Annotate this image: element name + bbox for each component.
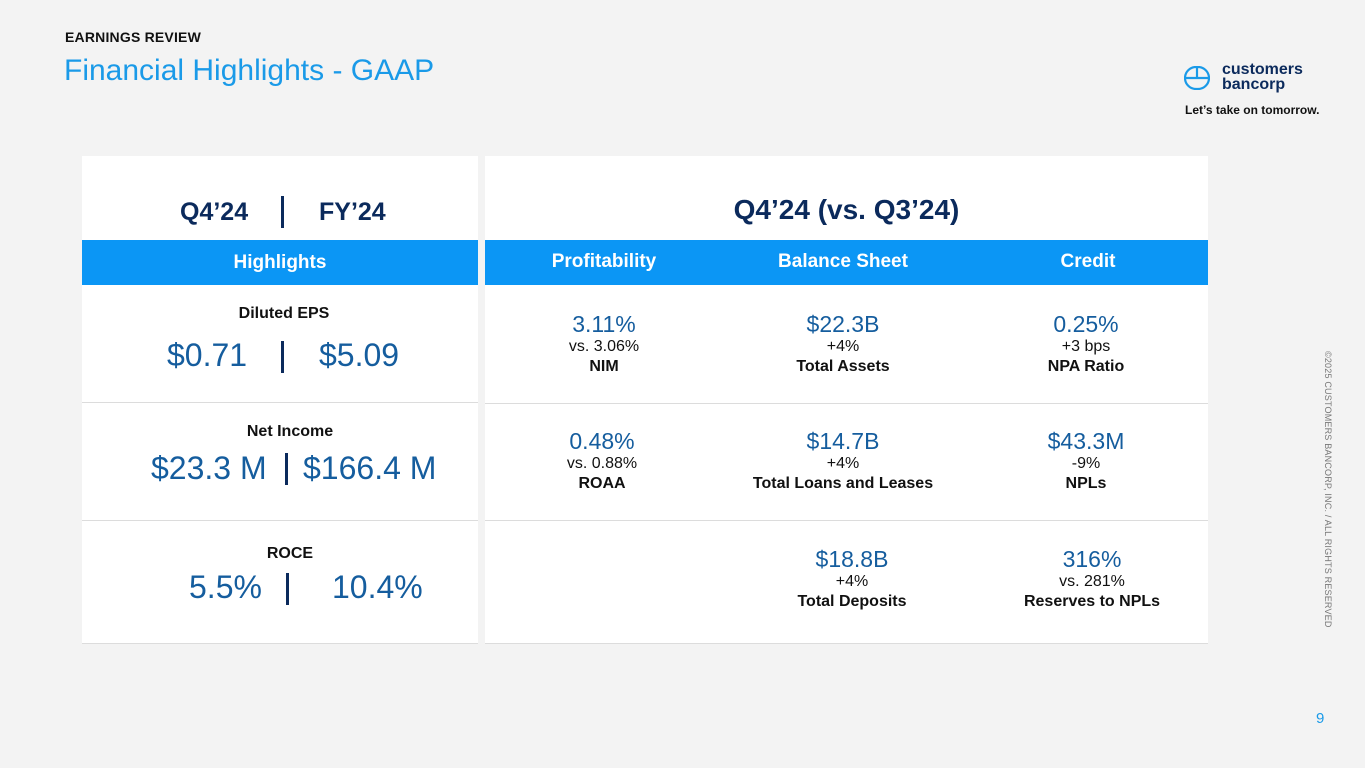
- row-diluted-eps: Diluted EPS $0.71 $5.09: [82, 285, 478, 403]
- metric-value-fy: $5.09: [319, 337, 400, 373]
- metrics-row-1: 3.11% vs. 3.06% NIM $22.3B +4% Total Ass…: [485, 285, 1208, 404]
- metric-label: Net Income: [246, 423, 334, 440]
- column-balance-sheet: Balance Sheet: [778, 251, 908, 272]
- metric-value-q4: $0.71: [167, 337, 248, 373]
- metric-change: +4%: [835, 573, 869, 590]
- metric-value: 316%: [1062, 546, 1122, 572]
- highlights-header: Q4’24 FY’24: [82, 156, 478, 240]
- page-title: Financial Highlights - GAAP: [64, 54, 435, 87]
- period-q4-label: Q4’24: [180, 198, 249, 226]
- metric-name: Total Assets: [796, 358, 890, 375]
- metric-change: +3 bps: [1061, 338, 1111, 355]
- logo-line-1: customers: [1222, 61, 1303, 78]
- metric-value: $14.7B: [806, 428, 880, 454]
- metric-npa-ratio: 0.25% +3 bps NPA Ratio: [971, 311, 1201, 377]
- metric-name: ROAA: [578, 475, 626, 492]
- logo-line-2: bancorp: [1222, 76, 1286, 93]
- metric-name: NPLs: [1065, 475, 1107, 492]
- metric-change: +4%: [826, 455, 860, 472]
- metric-label: Diluted EPS: [238, 305, 330, 322]
- company-logo: customers bancorp Let’s take on tomorrow…: [1184, 62, 1324, 122]
- metric-roaa: 0.48% vs. 0.88% ROAA: [487, 428, 717, 494]
- metric-value: $43.3M: [1047, 428, 1125, 454]
- metric-change: vs. 281%: [1059, 573, 1125, 590]
- metric-value: $18.8B: [815, 546, 889, 572]
- metric-name: NIM: [589, 358, 619, 375]
- metric-change: -9%: [1071, 455, 1101, 472]
- row-roce: ROCE 5.5% 10.4%: [82, 521, 478, 644]
- comparison-header: Q4’24 (vs. Q3’24): [485, 156, 1208, 240]
- metric-change: vs. 3.06%: [568, 338, 640, 355]
- logo-tagline: Let’s take on tomorrow.: [1185, 103, 1320, 117]
- metric-total-assets: $22.3B +4% Total Assets: [728, 311, 958, 377]
- metric-total-deposits: $18.8B +4% Total Deposits: [737, 546, 967, 612]
- metric-name: Reserves to NPLs: [1023, 593, 1161, 610]
- comparison-heading: Q4’24 (vs. Q3’24): [733, 194, 960, 225]
- column-credit: Credit: [1060, 251, 1116, 272]
- metric-value-q4: $23.3 M: [151, 450, 267, 486]
- metric-total-loans: $14.7B +4% Total Loans and Leases: [728, 428, 958, 494]
- highlights-band: Highlights: [82, 240, 478, 285]
- value-divider: [286, 573, 289, 605]
- column-profitability: Profitability: [551, 251, 657, 272]
- metric-name: Total Deposits: [797, 593, 907, 610]
- copyright-text: ©2025 CUSTOMERS BANCORP, INC. / ALL RIGH…: [1323, 351, 1333, 628]
- metric-value: 0.48%: [569, 428, 635, 454]
- metric-value: 0.25%: [1053, 311, 1119, 337]
- metrics-row-2: 0.48% vs. 0.88% ROAA $14.7B +4% Total Lo…: [485, 404, 1208, 521]
- metric-value-fy: $166.4 M: [303, 450, 437, 486]
- metric-reserves-to-npls: 316% vs. 281% Reserves to NPLs: [977, 546, 1207, 612]
- period-divider: [281, 196, 284, 228]
- category-band: Profitability Balance Sheet Credit: [485, 240, 1208, 285]
- logo-wordmark: customers bancorp: [1222, 61, 1303, 93]
- value-divider: [285, 453, 288, 485]
- metric-value: 3.11%: [572, 311, 636, 337]
- metric-change: +4%: [826, 338, 860, 355]
- value-divider: [281, 341, 284, 373]
- metric-value: $22.3B: [806, 311, 880, 337]
- section-eyebrow: EARNINGS REVIEW: [65, 29, 202, 45]
- metric-change: vs. 0.88%: [566, 455, 638, 472]
- metric-name: NPA Ratio: [1047, 358, 1125, 375]
- logo-mark-icon: [1184, 66, 1210, 90]
- copyright-notice: ©2025 CUSTOMERS BANCORP, INC. / ALL RIGH…: [1322, 351, 1334, 628]
- metric-name: Total Loans and Leases: [752, 475, 934, 492]
- metric-nim: 3.11% vs. 3.06% NIM: [489, 311, 719, 377]
- row-net-income: Net Income $23.3 M $166.4 M: [82, 403, 478, 521]
- metric-label: ROCE: [266, 545, 314, 562]
- quarter-comparison-panel: Q4’24 (vs. Q3’24) Profitability Balance …: [485, 156, 1208, 644]
- metrics-row-3: $18.8B +4% Total Deposits 316% vs. 281% …: [485, 521, 1208, 644]
- metric-value-fy: 10.4%: [332, 569, 423, 605]
- page-number: 9: [1316, 710, 1325, 727]
- highlights-panel: Q4’24 FY’24 Highlights Diluted EPS $0.71…: [82, 156, 478, 644]
- period-fy-label: FY’24: [319, 198, 386, 226]
- metric-npls: $43.3M -9% NPLs: [971, 428, 1201, 494]
- metric-value-q4: 5.5%: [189, 569, 262, 605]
